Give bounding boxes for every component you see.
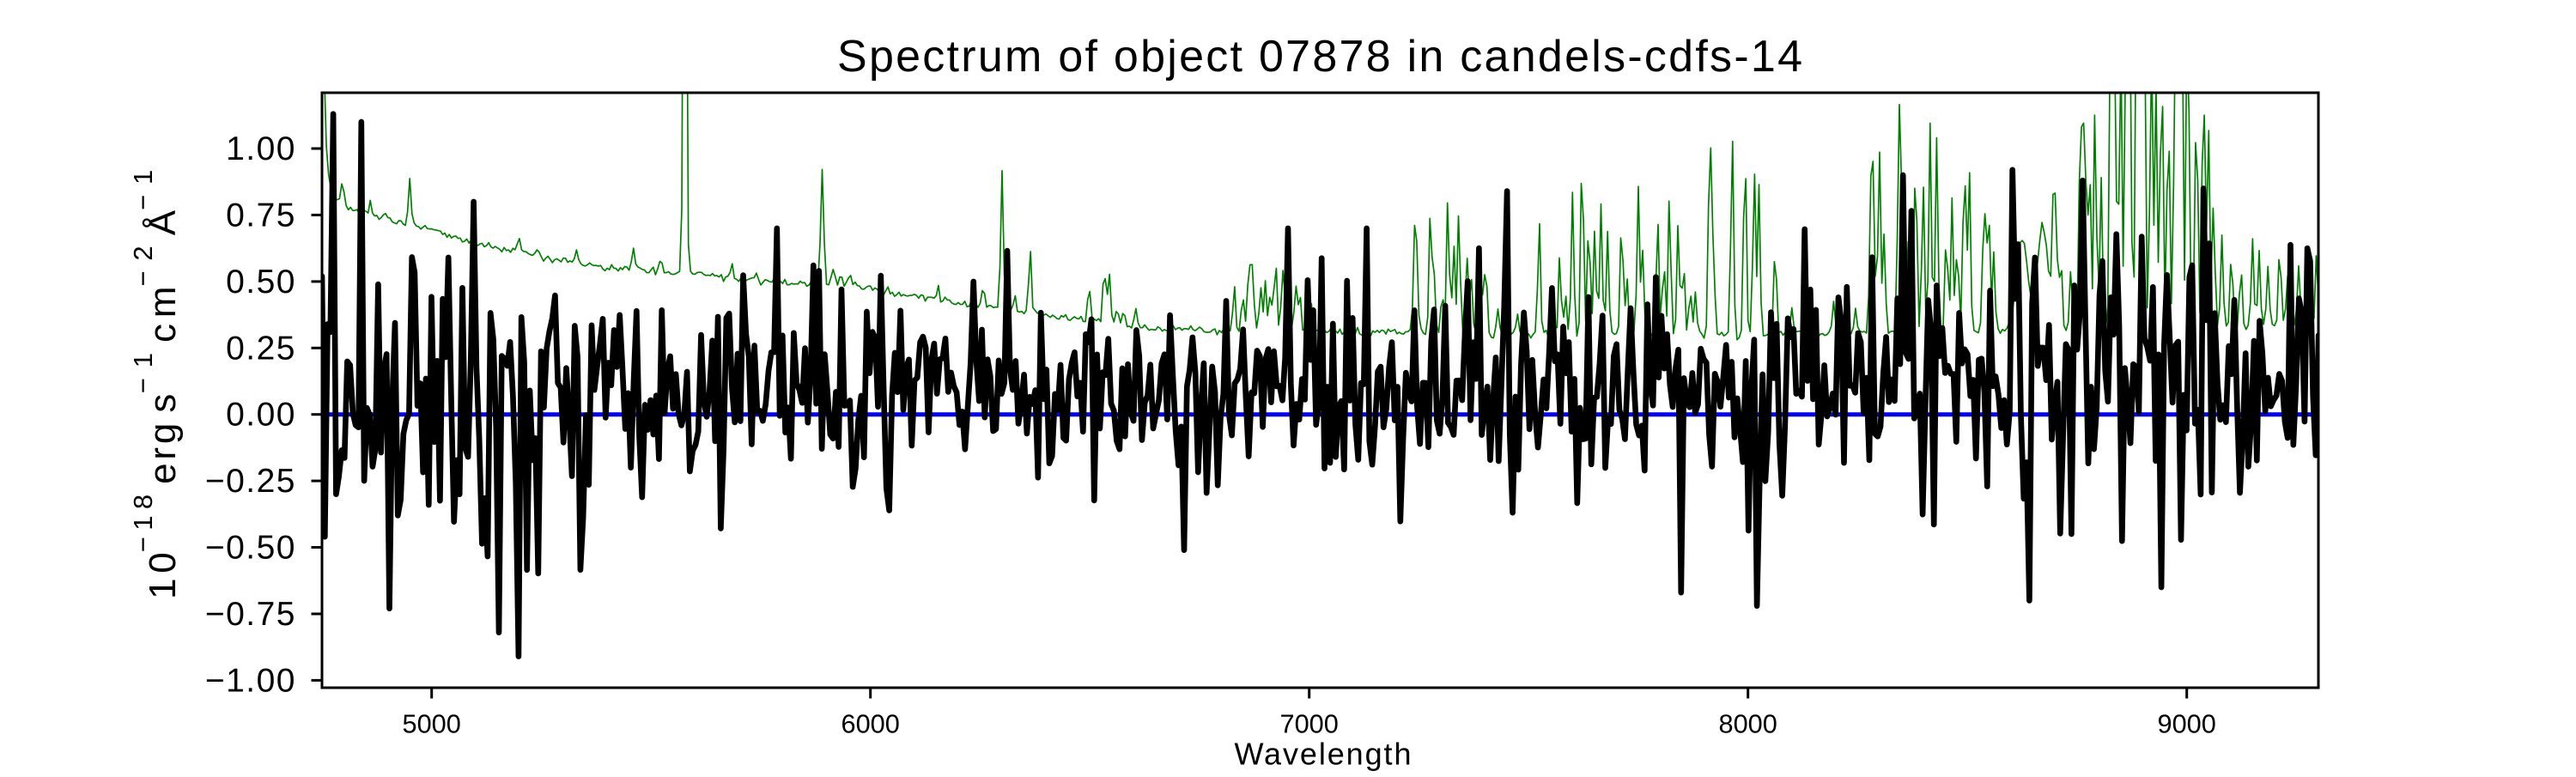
svg-text:1.00: 1.00 [226, 131, 296, 167]
svg-text:−0.25: −0.25 [205, 463, 296, 500]
svg-text:7000: 7000 [1280, 709, 1339, 739]
svg-text:erg: erg [142, 423, 184, 484]
svg-text:Spectrum of object 07878 in ca: Spectrum of object 07878 in candels-cdfs… [837, 32, 1802, 82]
svg-text:5000: 5000 [403, 709, 461, 739]
svg-text:−1.00: −1.00 [205, 662, 296, 699]
svg-text:6000: 6000 [841, 709, 900, 739]
svg-text:cm: cm [142, 287, 184, 343]
svg-text:Å: Å [142, 209, 184, 235]
svg-text:Wavelength: Wavelength [1235, 737, 1412, 772]
svg-text:0.75: 0.75 [226, 197, 296, 234]
svg-text:0.25: 0.25 [226, 330, 296, 367]
svg-text:−18: −18 [128, 495, 158, 552]
svg-text:s: s [142, 394, 184, 413]
svg-text:0.00: 0.00 [226, 397, 296, 434]
svg-text:9000: 9000 [2158, 709, 2216, 739]
svg-text:−0.50: −0.50 [205, 530, 296, 567]
svg-text:8000: 8000 [1719, 709, 1777, 739]
svg-text:−0.75: −0.75 [205, 596, 296, 633]
svg-text:0.50: 0.50 [226, 264, 296, 300]
